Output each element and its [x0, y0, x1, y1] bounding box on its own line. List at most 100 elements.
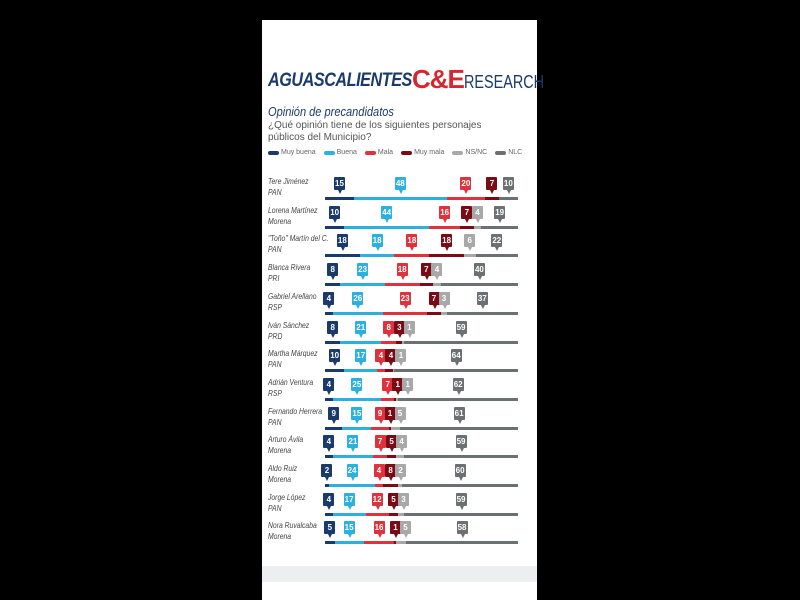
value-pin: 25: [351, 377, 363, 395]
value-pin: 19: [494, 205, 506, 223]
value-pin: 5: [394, 406, 406, 424]
bar-segment-ns-nc: [433, 283, 441, 287]
bar-segment-mala: [375, 484, 383, 487]
bar-segment-nlc: [402, 484, 518, 487]
value-pin: 7: [382, 377, 394, 395]
bar-segment-muy-buena: [325, 225, 345, 229]
bar-segment-mala: [380, 340, 397, 344]
logo-suffix: RESEARCH: [463, 72, 544, 92]
value-pin: 20: [460, 177, 472, 194]
value-pin: 59: [455, 320, 467, 338]
bar-segment-mala: [382, 311, 428, 315]
value-pin: 16: [373, 521, 385, 539]
value-pin: 17: [343, 492, 355, 510]
value-pin: 37: [476, 291, 488, 309]
row-label: Aldo Ruiz Morena: [268, 463, 297, 485]
candidate-party: PRI: [268, 274, 280, 284]
bar-segment-buena: [332, 455, 374, 459]
bar-segment-muy-mala: [394, 541, 397, 545]
bar-segment-buena: [342, 426, 372, 430]
value-pin: 7: [428, 291, 440, 309]
bar-segment-muy-mala: [427, 311, 441, 315]
bar-segment-ns-nc: [396, 455, 405, 459]
value-pin: 18: [336, 234, 348, 252]
value-pin: 62: [452, 377, 464, 395]
legend-swatch: [401, 150, 413, 155]
value-pin: 10: [502, 177, 514, 194]
bar-segment-muy-buena: [325, 369, 345, 373]
page-title: AGUASCALIENTES: [268, 70, 412, 91]
bar-segment-mala: [365, 512, 389, 516]
bar-segment-mala: [363, 541, 395, 545]
value-pin: 7: [374, 435, 386, 453]
bar-segment-buena: [344, 369, 378, 373]
row-label: Adrián Ventura RSP: [268, 377, 313, 399]
value-pin: 44: [381, 205, 393, 223]
value-pin: 12: [371, 492, 383, 510]
value-pin: 5: [388, 492, 399, 510]
value-pin: 2: [321, 464, 333, 481]
bar-segment-buena: [334, 541, 364, 545]
value-pin: 7: [461, 205, 473, 223]
bar-segment-muy-buena: [325, 283, 341, 287]
value-pin: 1: [395, 349, 407, 367]
bar-segment-mala: [384, 283, 420, 287]
value-pin: 1: [384, 406, 396, 424]
candidate-party: Morena: [268, 216, 292, 226]
candidate-name: Nora Ruvalcaba: [268, 521, 317, 531]
candidate-party: PRD: [268, 331, 283, 341]
footer-band: [262, 566, 537, 582]
value-pin: 5: [386, 435, 398, 453]
legend-label: NS/NC: [465, 149, 488, 156]
value-pin: 3: [438, 291, 450, 309]
bar-segment-muy-buena: [325, 397, 333, 401]
value-pin: 4: [396, 435, 408, 453]
value-pin: 4: [323, 492, 335, 510]
legend-label: Mala: [377, 149, 394, 156]
bar-segment-nlc: [398, 397, 518, 401]
value-pin: 23: [357, 263, 369, 281]
bar-segment-mala: [373, 455, 387, 459]
bar-segment-muy-buena: [325, 512, 333, 516]
bar-segment-muy-mala: [388, 426, 391, 430]
bar-segment-muy-buena: [325, 426, 343, 430]
value-pin: 18: [371, 234, 383, 252]
legend-swatch: [323, 150, 335, 155]
bar-segment-nlc: [475, 254, 518, 258]
candidate-party: Morena: [268, 532, 292, 542]
value-pin: 4: [375, 349, 387, 367]
value-pin: 48: [394, 177, 406, 194]
candidate-name: Jorge López: [268, 492, 306, 502]
value-pin: 61: [453, 406, 465, 424]
value-pin: 40: [473, 263, 485, 281]
candidate-name: Blanca Rivera: [268, 263, 311, 273]
bar-segment-ns-nc: [390, 426, 401, 430]
bar-segment-muy-mala: [429, 254, 464, 258]
bottom-area: [262, 582, 537, 600]
bar-segment-buena: [359, 254, 395, 258]
candidate-party: PAN: [268, 245, 282, 255]
bar-segment-muy-buena: [325, 197, 354, 200]
candidate-party: PAN: [268, 503, 282, 513]
value-pin: 15: [351, 406, 363, 424]
candidate-party: PAN: [268, 417, 282, 427]
bar-segment-nlc: [498, 197, 518, 200]
bar-segment-nlc: [404, 455, 518, 459]
bar-segment-buena: [353, 197, 447, 200]
candidate-name: Gabriel Arellano: [268, 291, 317, 301]
bar-segment-mala: [429, 225, 461, 229]
row-label: Nora Ruvalcaba Morena: [268, 520, 317, 542]
candidate-party: RSP: [268, 388, 282, 398]
bar-segment-ns-nc: [392, 369, 395, 373]
ce-research-logo: C&ERESEARCH: [412, 64, 564, 95]
bar-segment-muy-mala: [386, 455, 397, 459]
value-pin: 8: [327, 320, 339, 338]
legend-item: NLC: [495, 149, 522, 156]
bar-segment-muy-mala: [419, 283, 434, 287]
candidate-party: PAN: [268, 360, 282, 370]
bar-segment-nlc: [440, 283, 518, 287]
value-pin: 3: [393, 320, 405, 338]
value-pin: 4: [471, 205, 483, 223]
value-pin: 64: [450, 349, 462, 367]
value-pin: 1: [392, 377, 404, 395]
